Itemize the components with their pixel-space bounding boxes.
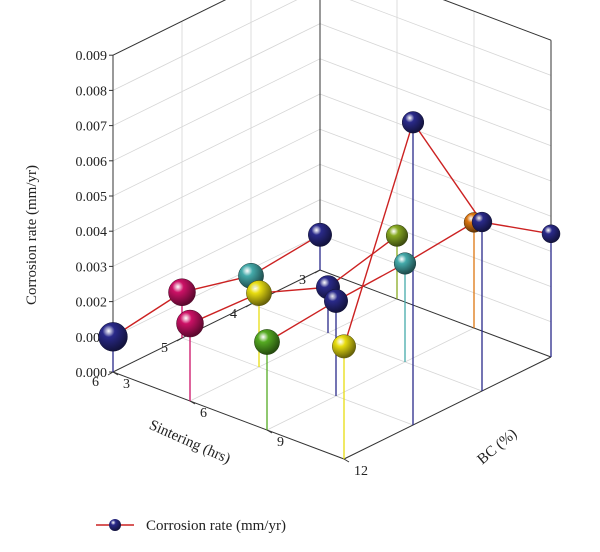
y-tick-mark <box>343 458 350 463</box>
tick-labels: 0.0000.0010.0020.0030.0040.0050.0060.007… <box>76 49 369 479</box>
gridline <box>319 128 552 217</box>
data-point <box>98 322 128 352</box>
data-point <box>401 111 425 134</box>
data-point <box>176 309 204 338</box>
data-point <box>471 211 493 233</box>
y-tick-label: 12 <box>354 464 368 479</box>
y-tick-label: 9 <box>277 435 284 450</box>
y-axis-line <box>319 269 552 358</box>
y-tick-mark <box>112 371 119 376</box>
x-axis-label: Sintering (hrs) <box>147 417 233 467</box>
series-line <box>335 262 406 302</box>
series-line <box>327 235 398 288</box>
axis-frame <box>112 0 552 460</box>
series-line <box>250 234 321 277</box>
frame-edge <box>112 371 345 460</box>
z-tick-label: 0.004 <box>76 225 108 240</box>
legend-marker <box>109 519 121 531</box>
gridline <box>349 0 552 76</box>
gridline <box>319 23 552 111</box>
x-tick-mark <box>245 303 252 308</box>
series-line <box>266 300 337 343</box>
data-point <box>332 334 356 359</box>
x-tick-mark <box>176 337 183 342</box>
z-tick-label: 0.007 <box>76 120 108 135</box>
x-tick-label: 6 <box>92 375 99 390</box>
gridline <box>319 93 552 182</box>
gridline <box>112 58 321 162</box>
x-tick-mark <box>314 269 321 274</box>
data-point <box>246 280 272 306</box>
data-points <box>98 111 561 359</box>
gridline <box>266 327 475 431</box>
frame-edge <box>343 356 552 460</box>
data-point <box>385 224 409 247</box>
y-tick-label: 3 <box>123 377 130 392</box>
gridline <box>319 164 552 252</box>
gridline <box>112 164 321 267</box>
frame-edge <box>112 0 227 56</box>
gridline <box>319 234 552 323</box>
gridline <box>112 199 321 302</box>
gridline <box>181 337 414 426</box>
legend: Corrosion rate (mm/yr) <box>96 518 286 534</box>
data-point <box>254 329 280 355</box>
gridline <box>112 0 298 91</box>
series-line <box>343 122 414 347</box>
z-tick-label: 0.003 <box>76 260 108 275</box>
x-tick-label: 4 <box>230 307 237 322</box>
data-point <box>541 224 561 244</box>
gridline <box>189 298 398 402</box>
legend-label: Corrosion rate (mm/yr) <box>146 518 286 534</box>
gridline <box>443 0 552 41</box>
gridline <box>112 128 321 232</box>
z-axis-label: Corrosion rate (mm/yr) <box>24 165 40 305</box>
x-tick-label: 3 <box>299 273 306 288</box>
data-point <box>393 252 417 275</box>
data-point <box>324 289 348 313</box>
x-tick-label: 5 <box>161 341 168 356</box>
z-tick-label: 0.008 <box>76 84 108 99</box>
data-point <box>308 222 332 247</box>
y-tick-mark <box>189 400 196 405</box>
y-tick-mark <box>266 429 273 434</box>
data-point <box>168 278 196 306</box>
x-axis-line <box>112 269 321 373</box>
x-tick-mark <box>107 371 114 376</box>
gridline <box>112 93 321 197</box>
series-line <box>481 221 552 235</box>
z-tick-label: 0.000 <box>76 366 108 381</box>
z-tick-label: 0.009 <box>76 49 108 64</box>
gridline <box>319 58 552 147</box>
gridline <box>250 303 483 392</box>
series-line <box>412 121 483 223</box>
frame-edge <box>442 0 552 41</box>
gridline <box>112 234 321 338</box>
gridline <box>112 0 226 56</box>
y-tick-label: 6 <box>200 406 207 421</box>
gridline <box>319 199 552 287</box>
z-tick-label: 0.002 <box>76 296 108 311</box>
y-axis-label: BC (%) <box>475 426 521 468</box>
gridline <box>112 23 321 126</box>
z-tick-label: 0.005 <box>76 190 108 205</box>
z-tick-label: 0.006 <box>76 155 108 170</box>
series-line <box>404 221 475 265</box>
